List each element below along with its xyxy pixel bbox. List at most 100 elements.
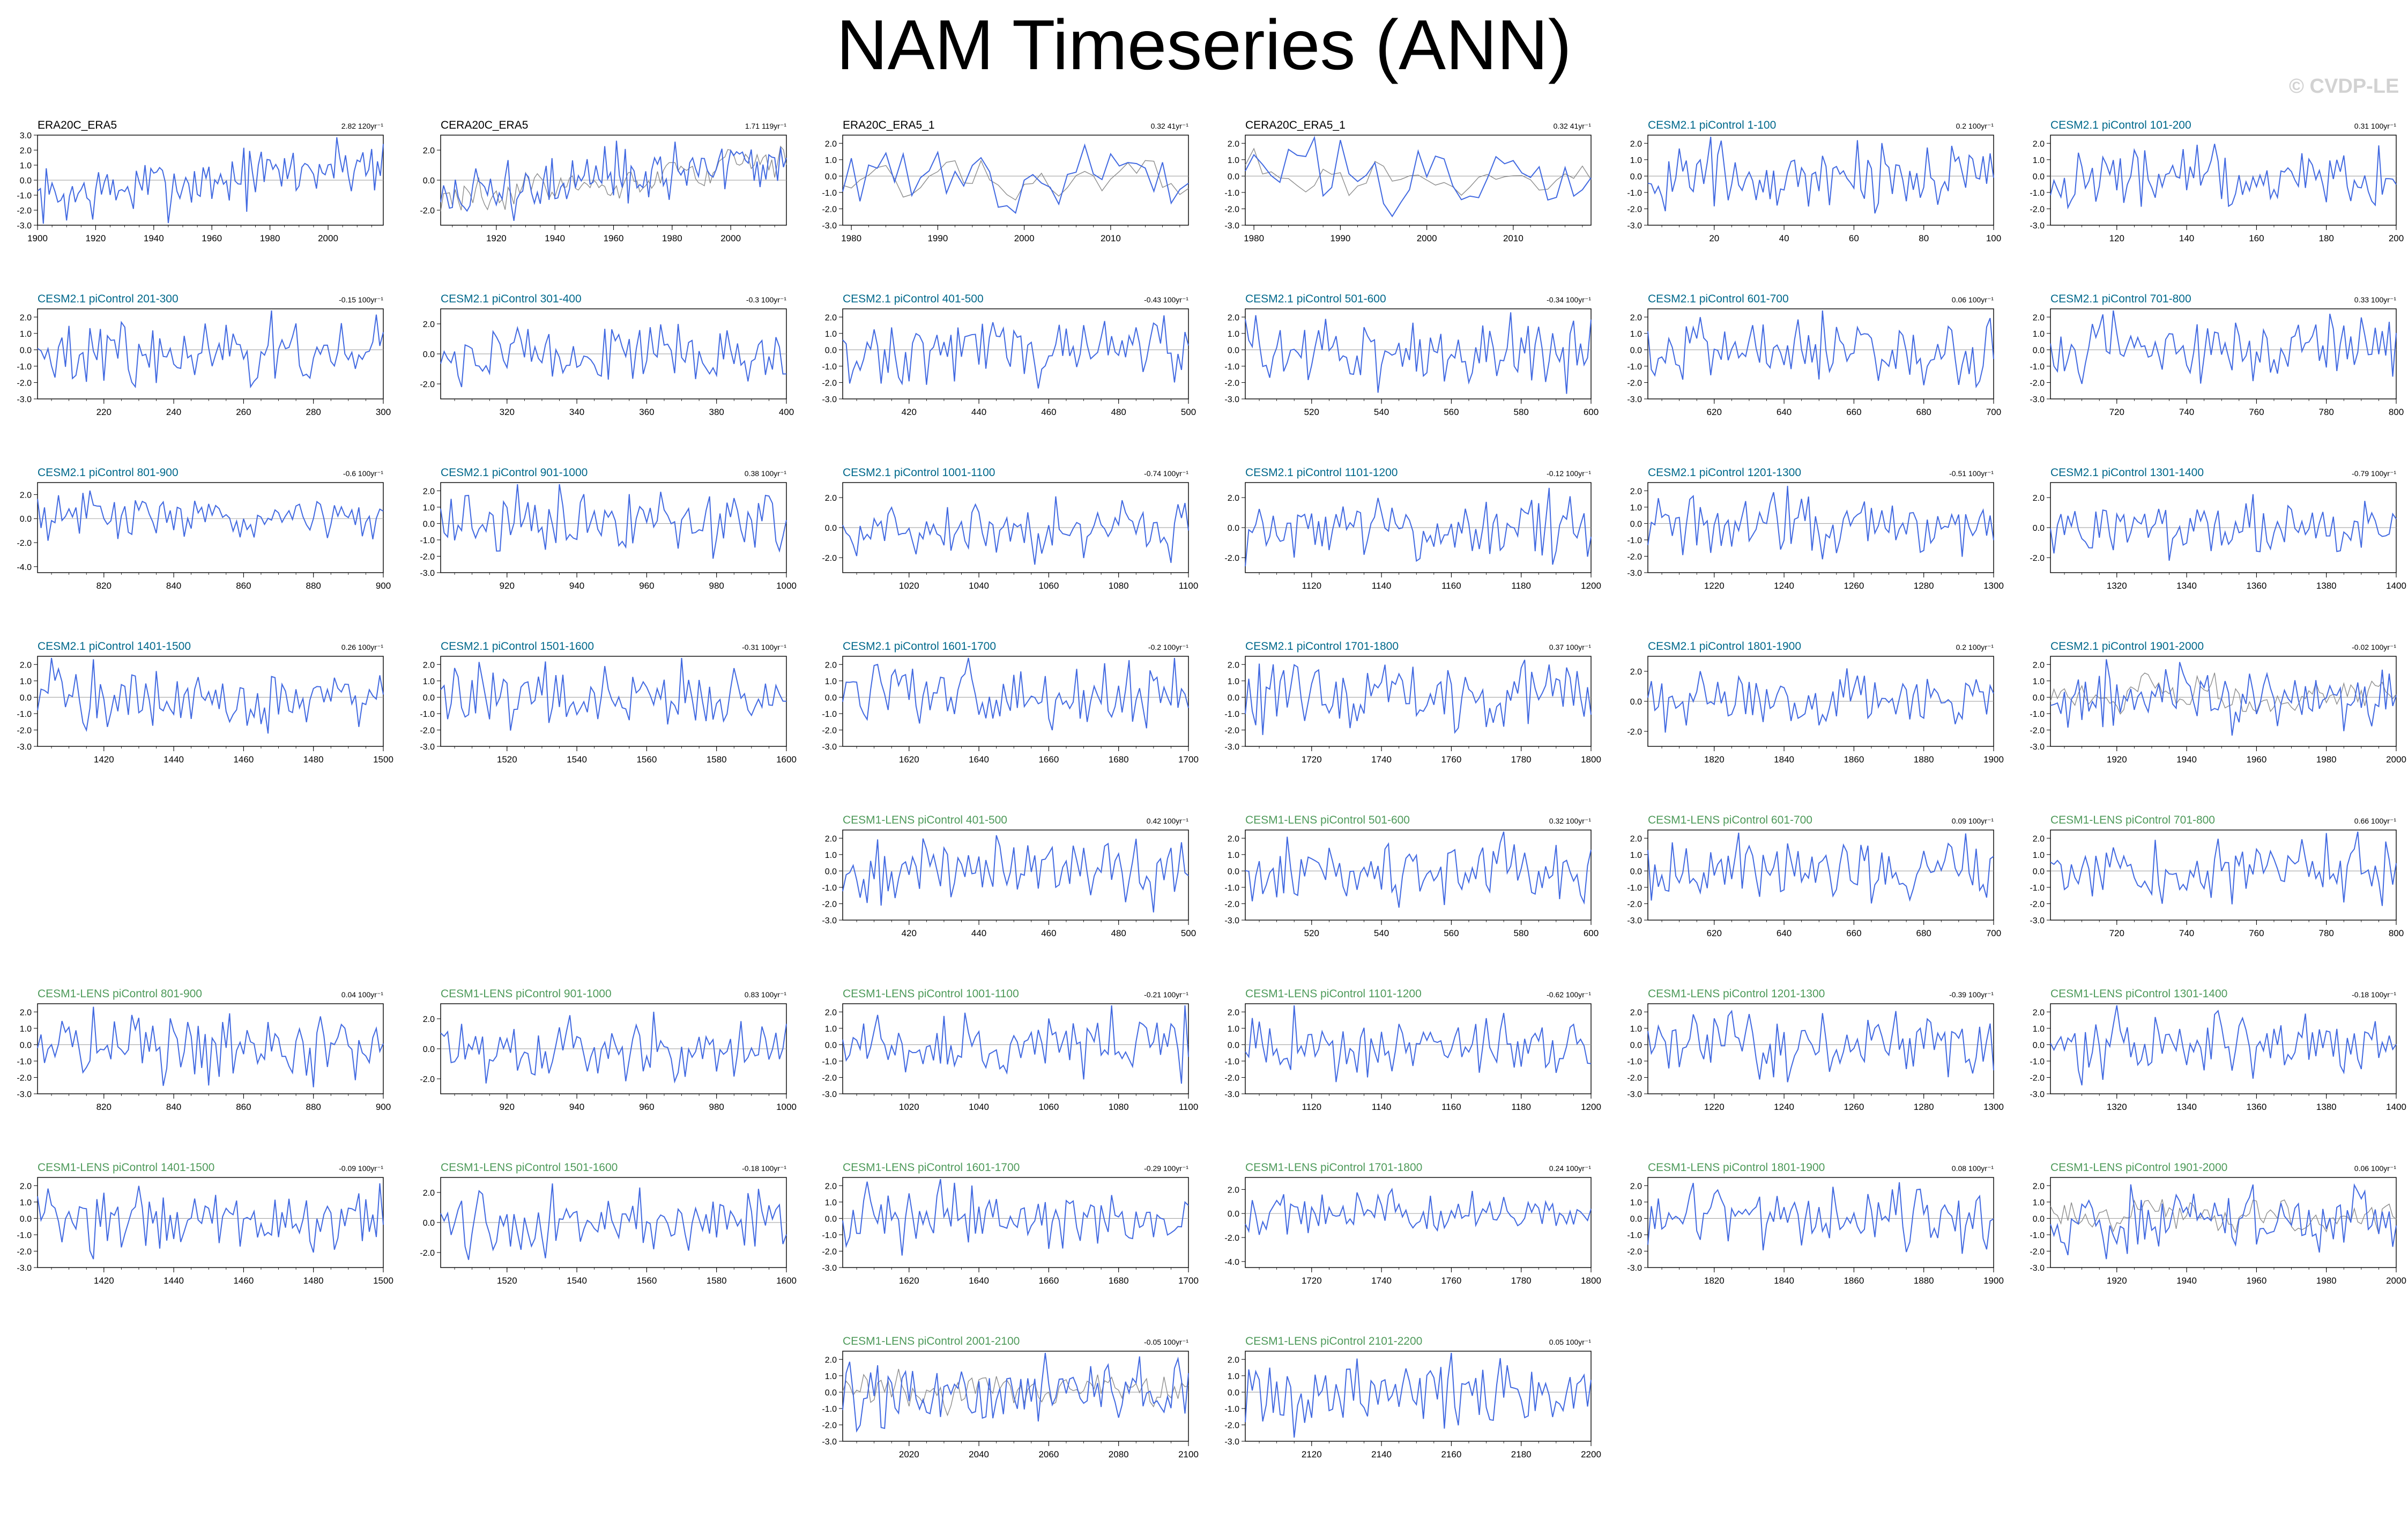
y-tick-label: -2.0: [2030, 554, 2045, 563]
trend-label: -0.3 100yr⁻¹: [746, 295, 786, 304]
nam-panel: CESM2.1 piControl 1501-1600 -0.31 100yr⁻¹…: [420, 640, 796, 765]
y-tick-label: -2.0: [420, 206, 435, 216]
y-tick-label: 2.0: [423, 1189, 435, 1198]
x-tick-label: 300: [376, 407, 391, 417]
y-tick-label: -1.0: [822, 710, 837, 719]
x-tick-label: 1620: [899, 1276, 919, 1286]
y-tick-label: -3.0: [17, 221, 32, 231]
y-tick-label: 0.0: [1228, 172, 1239, 181]
trend-label: 0.08 100yr⁻¹: [1952, 1164, 1994, 1173]
x-tick-label: 420: [902, 928, 917, 938]
x-tick-label: 1540: [567, 1276, 587, 1286]
y-tick-label: 1.0: [20, 161, 32, 171]
y-tick-label: 1.0: [1630, 156, 1642, 165]
x-tick-label: 580: [1514, 407, 1529, 417]
y-tick-label: -1.0: [1627, 189, 1642, 198]
x-tick-label: 920: [500, 1102, 515, 1112]
x-tick-label: 1300: [1983, 581, 2004, 591]
trend-label: -0.09 100yr⁻¹: [339, 1164, 383, 1173]
x-tick-label: 1380: [2316, 581, 2337, 591]
x-tick-label: 760: [2249, 928, 2264, 938]
trend-label: 0.37 100yr⁻¹: [1549, 643, 1592, 651]
panel-title: CESM2.1 piControl 801-900: [38, 466, 179, 479]
trend-label: 0.31 100yr⁻¹: [2354, 122, 2397, 130]
x-tick-label: 1980: [841, 233, 861, 243]
y-tick-label: -1.0: [1627, 362, 1642, 372]
y-tick-label: 0.0: [20, 1214, 32, 1224]
y-tick-label: 2.0: [1228, 313, 1239, 322]
x-tick-label: 1280: [1914, 1102, 1934, 1112]
panel-title: CESM1-LENS piControl 2001-2100: [843, 1335, 1020, 1347]
y-tick-label: 1.0: [2033, 156, 2045, 165]
panel-title: CESM1-LENS piControl 1601-1700: [843, 1161, 1020, 1174]
nam-panel: CESM1-LENS piControl 1001-1100 -0.21 100y…: [822, 988, 1198, 1112]
y-tick-label: -3.0: [2030, 1090, 2045, 1099]
plot-frame: [842, 135, 1189, 226]
panel-title: CESM2.1 piControl 901-1000: [441, 466, 588, 479]
x-tick-label: 560: [1444, 407, 1459, 417]
x-tick-label: 420: [902, 407, 917, 417]
x-tick-label: 1820: [1704, 754, 1725, 765]
x-tick-label: 1360: [2246, 1102, 2266, 1112]
y-tick-label: 0.0: [20, 693, 32, 702]
y-tick-label: 2.0: [825, 1182, 837, 1191]
x-tick-label: 1640: [969, 1276, 989, 1286]
y-tick-label: 2.0: [1228, 661, 1239, 670]
plot-frame: [1647, 1003, 1994, 1094]
y-tick-label: -3.0: [822, 916, 837, 925]
nam-panel: ERA20C_ERA5_1 0.32 41yr⁻¹ 2.0 1.0 0.0 -1.0 -2.…: [822, 119, 1189, 243]
nam-panel: CESM2.1 piControl 1801-1900 0.2 100yr⁻¹ 2.…: [1627, 640, 2003, 765]
nam-panel: CESM1-LENS piControl 1401-1500 -0.09 100y…: [17, 1161, 393, 1286]
y-tick-label: 0.0: [1630, 172, 1642, 181]
trend-label: 0.04 100yr⁻¹: [341, 990, 384, 999]
x-tick-label: 1840: [1774, 754, 1794, 765]
trend-label: 0.2 100yr⁻¹: [1956, 643, 1994, 651]
y-tick-label: 1.0: [825, 330, 837, 339]
x-tick-label: 640: [1777, 928, 1792, 938]
nam-series-line: [1245, 487, 1592, 567]
reference-series-line: [842, 159, 1189, 201]
x-tick-label: 840: [166, 1102, 181, 1112]
y-tick-label: 0.0: [1630, 346, 1642, 355]
y-tick-label: 2.0: [825, 1008, 837, 1017]
x-tick-label: 2100: [1178, 1449, 1199, 1459]
panel-title: CERA20C_ERA5: [441, 119, 528, 131]
x-tick-label: 1540: [567, 754, 587, 765]
x-tick-label: 100: [1986, 233, 2001, 243]
y-tick-label: 2.0: [1228, 1355, 1239, 1365]
trend-label: -0.21 100yr⁻¹: [1144, 990, 1188, 999]
x-tick-label: 800: [2389, 407, 2404, 417]
y-tick-label: 2.0: [423, 146, 435, 155]
y-tick-label: 0.0: [1228, 1388, 1239, 1397]
y-tick-label: -3.0: [1224, 1438, 1239, 1447]
y-tick-label: 0.0: [20, 515, 32, 524]
plot-frame: [1245, 308, 1592, 399]
x-tick-label: 2180: [1511, 1449, 1532, 1459]
x-tick-label: 520: [1304, 928, 1319, 938]
nam-series-line: [37, 657, 384, 734]
nam-panel: CESM1-LENS piControl 601-700 0.09 100yr⁻¹…: [1627, 814, 2001, 938]
y-tick-label: 0.0: [825, 346, 837, 355]
panel-title: CESM2.1 piControl 1901-2000: [2050, 640, 2204, 653]
x-tick-label: 2160: [1441, 1449, 1461, 1459]
y-tick-label: -3.0: [17, 395, 32, 404]
x-tick-label: 2010: [1101, 233, 1121, 243]
y-tick-label: 0.0: [825, 1041, 837, 1050]
nam-series-line: [2050, 1005, 2397, 1086]
nam-series-line: [1647, 310, 1994, 389]
y-tick-label: -1.0: [1224, 362, 1239, 372]
plot-frame: [1647, 482, 1994, 573]
x-tick-label: 1740: [1371, 1276, 1392, 1286]
nam-series-line: [1245, 1005, 1592, 1083]
nam-panel: CESM2.1 piControl 801-900 -0.6 100yr⁻¹ 2.0…: [17, 466, 391, 591]
y-tick-label: 1.0: [20, 330, 32, 339]
y-tick-label: 2.0: [1630, 139, 1642, 149]
nam-panel: CESM1-LENS piControl 1801-1900 0.08 100yr…: [1627, 1161, 2003, 1286]
x-tick-label: 740: [2179, 928, 2194, 938]
y-tick-label: 1.0: [825, 1372, 837, 1381]
trend-label: 1.71 119yr⁻¹: [745, 122, 787, 130]
panel-title: CESM2.1 piControl 1701-1800: [1245, 640, 1399, 653]
x-tick-label: 2120: [1302, 1449, 1322, 1459]
y-tick-label: 0.0: [1228, 693, 1239, 702]
